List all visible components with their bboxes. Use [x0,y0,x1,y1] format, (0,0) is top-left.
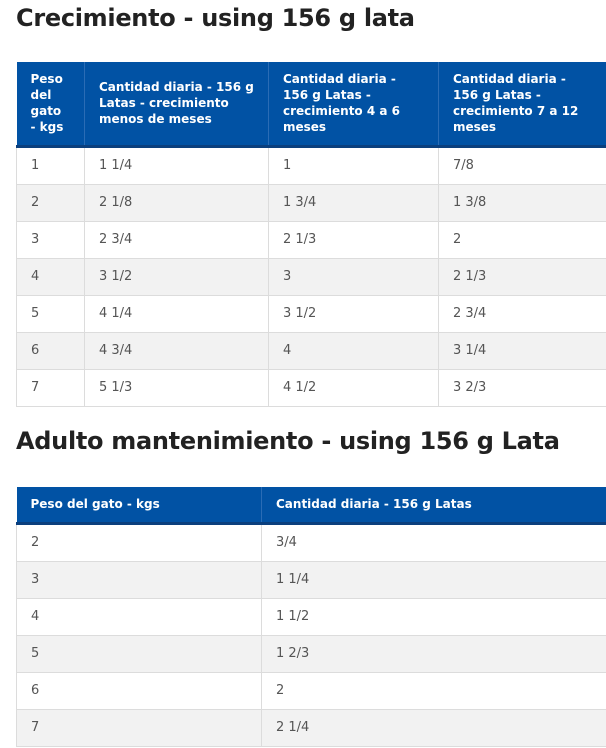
section-title: Adulto mantenimiento - using 156 g Lata [16,427,560,455]
table-cell: 1 1/2 [261,597,606,635]
header-cell: Peso del gato - kgs [16,62,85,148]
table-cell: 7 [16,368,85,407]
table-cell: 2 1/3 [268,220,439,258]
section-title: Crecimiento - using 156 g lata [16,4,415,32]
table-body: 2 3/4 3 1 1/4 4 1 1/2 5 1 2/3 6 2 7 2 1/4 [16,522,606,747]
header-row: Peso del gato - kgs Cantidad diaria - 156… [16,487,606,525]
header-cell: Cantidad diaria - 156 g Latas - crecimie… [268,62,439,148]
table-cell: 4 1/2 [268,368,439,407]
table-cell: 1 1/4 [84,145,269,184]
table-cell: 2 3/4 [84,220,269,258]
table-cell: 7 [16,708,262,747]
header-cell: Cantidad diaria - 156 g Latas - crecimie… [84,62,269,148]
table-cell: 1 3/4 [268,183,439,221]
table-cell: 3 2/3 [438,368,606,407]
table-cell: 1 3/8 [438,183,606,221]
table-cell: 1 [16,145,85,184]
table-cell: 2 3/4 [438,294,606,332]
table-cell: 4 3/4 [84,331,269,369]
table-cell: 4 [268,331,439,369]
table-cell: 5 1/3 [84,368,269,407]
table-cell: 2 [438,220,606,258]
table-cell: 4 [16,257,85,295]
table-cell: 3 [16,560,262,598]
table-cell: 6 [16,671,262,709]
table-cell: 6 [16,331,85,369]
header-cell: Cantidad diaria - 156 g Latas [261,487,606,525]
table-cell: 7/8 [438,145,606,184]
header-cell: Peso del gato - kgs [16,487,262,525]
table-cell: 3 1/2 [84,257,269,295]
table-cell: 2 1/3 [438,257,606,295]
data-table: Peso del gato - kgs Cantidad diaria - 156… [16,62,606,407]
table-row: 2 3/4 [16,522,606,561]
table-cell: 5 [16,294,85,332]
header-row: Peso del gato - kgs Cantidad diaria - 156… [16,62,606,148]
table-cell: 3/4 [261,522,606,561]
table-cell: 2 [261,671,606,709]
header-cell: Cantidad diaria - 156 g Latas - crecimie… [438,62,606,148]
table-cell: 3 1/4 [438,331,606,369]
table-cell: 1 [268,145,439,184]
table-cell: 3 [16,220,85,258]
table-head: Peso del gato - kgs Cantidad diaria - 156… [16,62,606,148]
table-cell: 2 1/4 [261,708,606,747]
table-head: Peso del gato - kgs Cantidad diaria - 156… [16,487,606,525]
table-cell: 2 1/8 [84,183,269,221]
table-cell: 3 [268,257,439,295]
table-cell: 4 1/4 [84,294,269,332]
table-cell: 2 [16,183,85,221]
table-cell: 4 [16,597,262,635]
table-cell: 3 1/2 [268,294,439,332]
table-cell: 5 [16,634,262,672]
table-cell: 1 2/3 [261,634,606,672]
data-table: Peso del gato - kgs Cantidad diaria - 156… [16,487,606,747]
table-cell: 2 [16,522,262,561]
table-cell: 1 1/4 [261,560,606,598]
